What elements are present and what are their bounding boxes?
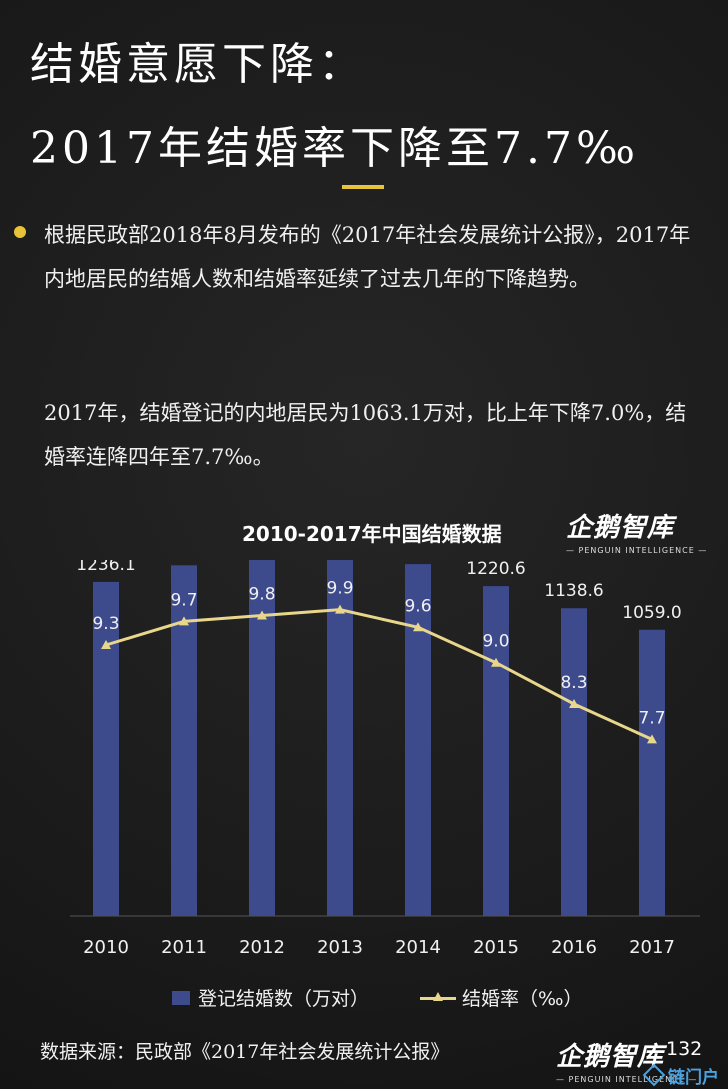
chart-title: 2010-2017年中国结婚数据 [242, 522, 502, 546]
bar-2016 [561, 608, 587, 916]
bar-2014 [405, 564, 431, 916]
rate-value-label-2013: 9.9 [326, 579, 353, 599]
rate-point-2015 [491, 657, 501, 667]
title-accent-divider [342, 185, 384, 189]
rate-value-label-2015: 9.0 [482, 632, 509, 652]
penguin-intelligence-logo: 企鹅智库 — PENGUIN INTELLIGENCE — [566, 507, 707, 555]
legend-label-registrations: 登记结婚数（万对） [198, 988, 370, 1010]
logo-footer-sub-text: — PENGUIN INTELLIGENCE — [556, 1075, 698, 1084]
page-number: 132 [666, 1038, 703, 1060]
rate-point-2016 [569, 699, 579, 708]
bar-value-label-2017: 1059.0 [622, 603, 681, 623]
penguin-intelligence-logo-footer: 企鹅智库 — PENGUIN INTELLIGENCE — [556, 1036, 697, 1084]
rate-value-label-2017: 7.7 [638, 708, 665, 728]
data-source-note: 数据来源：民政部《2017年社会发展统计公报》 [40, 1041, 450, 1063]
watermark-logo-icon [642, 1063, 666, 1087]
site-watermark: 链门户 [642, 1062, 724, 1088]
logo-main-text: 企鹅智库 [566, 513, 675, 543]
rate-point-2014 [413, 622, 423, 632]
x-tick-label-2012: 2012 [239, 937, 285, 958]
rate-point-2013 [335, 604, 345, 614]
legend-item-marriage-rate: 结婚率（‰） [420, 984, 583, 1011]
summary-paragraph: 2017年，结婚登记的内地居民为1063.1万对，比上年下降7.0%，结婚率连降… [44, 401, 687, 469]
x-tick-label-2017: 2017 [629, 937, 675, 958]
bar-value-label-2010: 1236.1 [76, 560, 135, 575]
logo-sub-text: — PENGUIN INTELLIGENCE — [566, 546, 708, 555]
rate-point-2010 [101, 640, 111, 649]
bar-2013 [327, 560, 353, 916]
watermark-text: 链门户 [668, 1067, 719, 1088]
page-title-line-2: 2017年结婚率下降至7.7‰ [30, 123, 639, 174]
legend-bar-swatch-icon [172, 990, 190, 1005]
intro-paragraph: 根据民政部2018年8月发布的《2017年社会发展统计公报》，2017年内地居民… [44, 223, 691, 291]
rate-point-2011 [179, 616, 189, 626]
x-tick-label-2010: 2010 [83, 937, 129, 958]
x-tick-label-2016: 2016 [551, 937, 597, 958]
bullet-dot-icon [14, 226, 26, 238]
rate-value-label-2012: 9.8 [248, 585, 275, 605]
marriage-rate-line [105, 608, 653, 741]
page-title-line-1: 结婚意愿下降： [30, 39, 366, 90]
bar-value-label-2015: 1220.6 [466, 560, 525, 579]
legend-item-registrations: 登记结婚数（万对） [172, 984, 369, 1011]
rate-value-label-2016: 8.3 [560, 673, 587, 693]
rate-value-label-2010: 9.3 [92, 614, 119, 634]
bar-2015 [483, 586, 509, 916]
rate-point-2012 [257, 610, 267, 620]
rate-point-2017 [647, 734, 657, 744]
chart-legend: 登记结婚数（万对） 结婚率（‰） [0, 984, 728, 1010]
marriage-chart: 1236.120101297.520111318.320121341.42013… [70, 560, 700, 958]
x-tick-label-2015: 2015 [473, 937, 519, 958]
rate-value-label-2014: 9.6 [404, 596, 431, 616]
legend-label-marriage-rate: 结婚率（‰） [462, 988, 583, 1010]
x-tick-label-2013: 2013 [317, 937, 363, 958]
bar-value-label-2016: 1138.6 [544, 581, 603, 601]
x-tick-label-2014: 2014 [395, 937, 441, 958]
bar-2010 [93, 581, 119, 916]
rate-value-label-2011: 9.7 [170, 590, 197, 610]
x-tick-label-2011: 2011 [161, 937, 207, 958]
legend-line-swatch-icon [420, 991, 456, 1005]
bar-2017 [639, 629, 665, 916]
logo-footer-main-text: 企鹅智库 [556, 1042, 665, 1072]
